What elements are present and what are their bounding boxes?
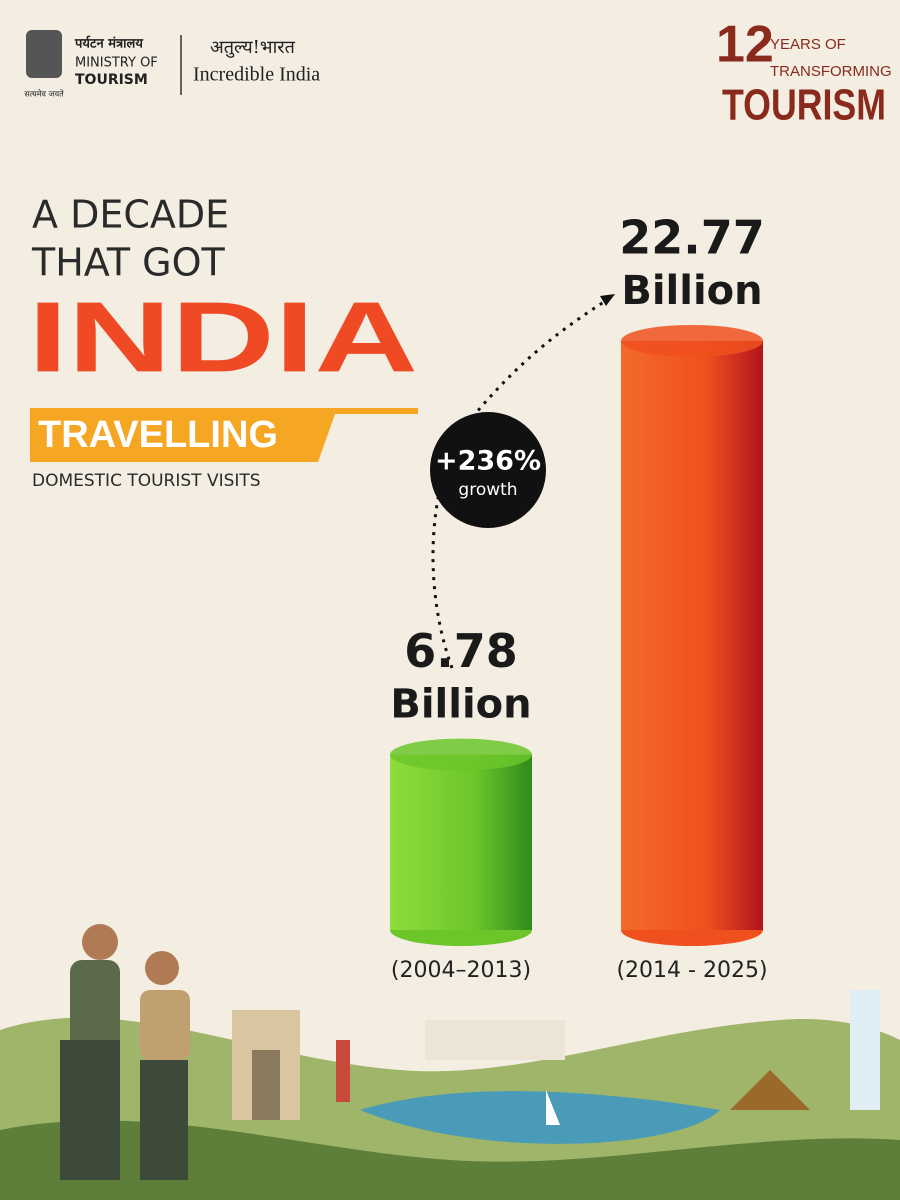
subtitle: DOMESTIC TOURIST VISITS — [32, 471, 261, 491]
annotation: +236% — [435, 446, 541, 477]
value-label: 22.77 — [619, 210, 765, 264]
value-unit: Billion — [390, 682, 531, 728]
arrow-head — [600, 294, 615, 306]
header: सत्यमेव जयते पर्यटन मंत्रालय MINISTRY OF… — [24, 16, 891, 130]
motto: सत्यमेव जयते — [24, 89, 64, 99]
badge-line: TOURISM — [722, 81, 886, 130]
ministry-hindi: पर्यटन मंत्रालय — [74, 36, 143, 52]
bar-top — [390, 738, 532, 771]
brand: Incredible India — [193, 64, 320, 86]
annotation-sub: growth — [458, 480, 517, 500]
value-label: 6.78 — [404, 624, 518, 678]
badge-number: 12 — [716, 16, 774, 74]
badge-line: YEARS OF — [770, 36, 846, 53]
landscape — [0, 924, 900, 1200]
brand-hindi: अतुल्य!भारत — [210, 37, 296, 58]
growth-badge — [430, 412, 546, 528]
badge-line: TRANSFORMING — [770, 63, 892, 80]
x-tick-label: (2004–2013) — [391, 958, 531, 983]
title-band — [30, 408, 418, 462]
ministry-line: MINISTRY OF — [75, 56, 158, 71]
bar — [621, 340, 763, 930]
bar — [390, 754, 532, 930]
bar-top — [621, 324, 763, 357]
x-tick-label: (2014 - 2025) — [616, 958, 767, 983]
title-line: A DECADE — [32, 193, 229, 237]
title-line: THAT GOT — [31, 241, 225, 285]
ministry-line: TOURISM — [75, 72, 148, 88]
emblem — [26, 30, 62, 78]
value-unit: Billion — [621, 268, 762, 314]
plot: 6.78Billion(2004–2013)22.77Billion(2014 … — [390, 210, 768, 983]
title-line: TRAVELLING — [38, 414, 278, 456]
title-highlight: INDIA — [28, 281, 418, 393]
